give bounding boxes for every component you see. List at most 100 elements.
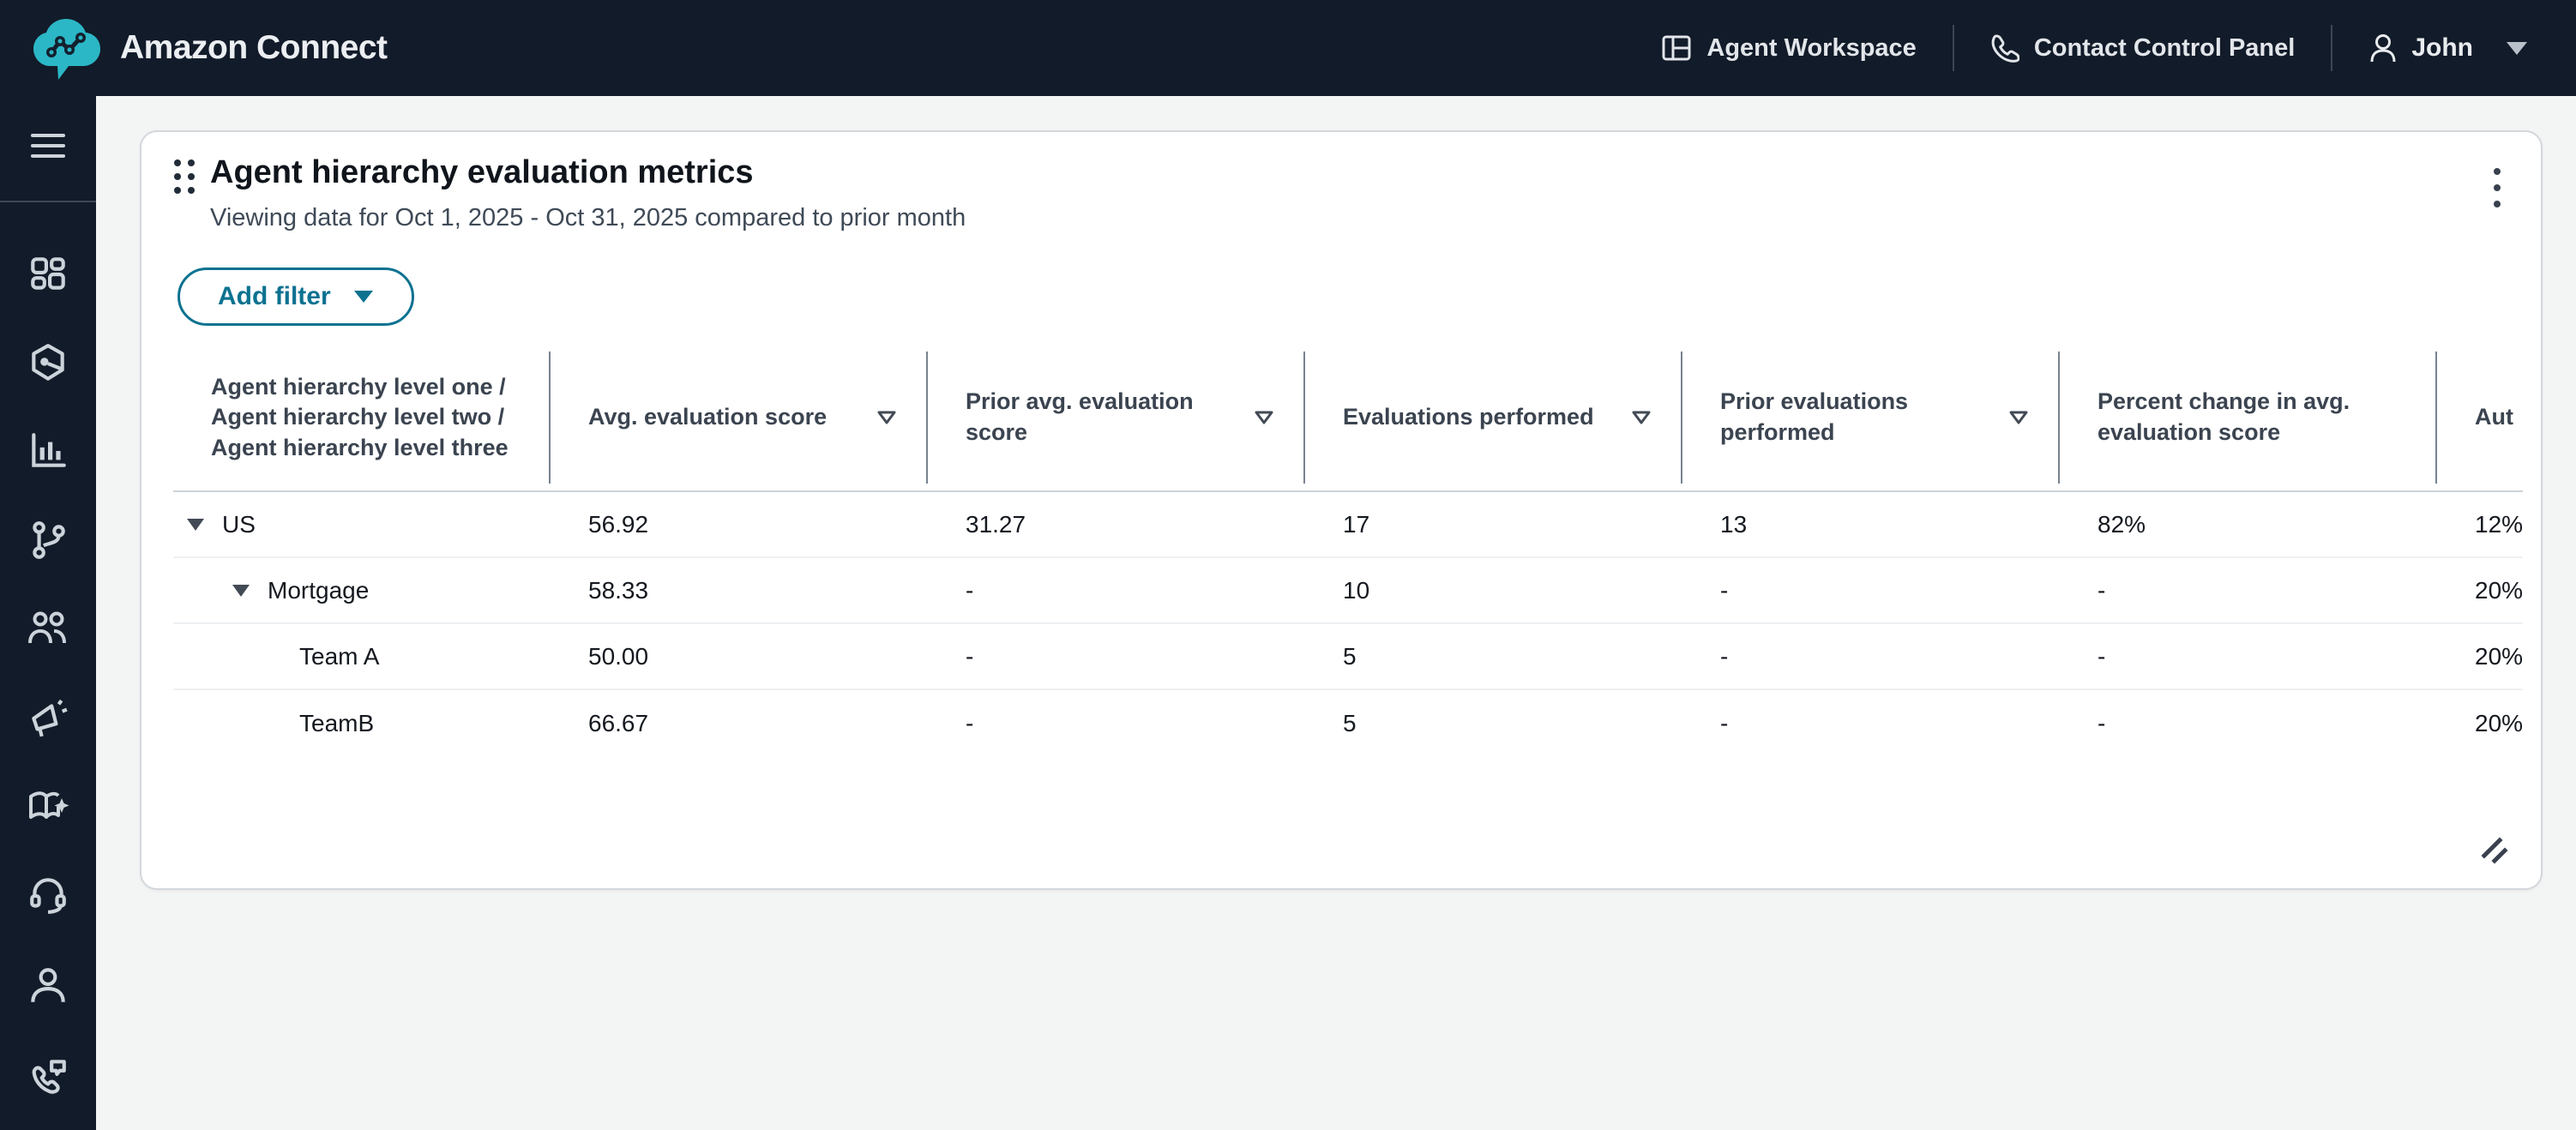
users-icon [28,611,66,644]
flows-branch-icon [33,521,65,559]
contact-control-panel-button[interactable]: Contact Control Panel [1990,33,2296,63]
sidebar-item-metrics[interactable] [26,429,70,473]
menu-toggle-button[interactable] [26,123,70,168]
cell-prior-avg-score: - [966,709,974,736]
cell-percent-change: - [2098,642,2106,670]
column-header-prior-evaluations-performed[interactable]: Prior evaluations performed [1682,345,2060,490]
phone-icon [1991,34,2019,63]
add-filter-label: Add filter [218,282,331,310]
cell-avg-score: 50.00 [588,642,649,670]
sidebar-item-knowledge[interactable] [26,784,70,829]
user-icon [2370,34,2396,63]
agent-workspace-label: Agent Workspace [1706,33,1917,62]
left-sidebar [0,96,96,1130]
contact-control-panel-label: Contact Control Panel [2033,33,2296,62]
cell-prior-evaluations: - [1720,642,1729,670]
table-row[interactable]: Mortgage 58.33 - 10 - - 20% [173,558,2523,624]
amazon-connect-logo-icon [33,19,100,80]
cell-percent-change: - [2098,576,2106,604]
hierarchy-cell: Team A [173,643,551,670]
sidebar-item-campaigns[interactable] [26,696,70,741]
column-header-avg-evaluation-score[interactable]: Avg. evaluation score [551,345,928,490]
cell-clipped: 20% [2475,576,2523,604]
profile-person-icon [31,968,65,1002]
expand-caret-icon[interactable] [186,518,205,532]
menu-icon [31,134,65,158]
sort-caret-icon[interactable] [876,410,897,425]
metrics-widget-card: Agent hierarchy evaluation metrics Viewi… [140,130,2543,890]
cell-clipped: 12% [2475,510,2523,538]
sidebar-item-flows[interactable] [26,518,70,562]
evaluation-metrics-table: Agent hierarchy level one / Agent hierar… [173,345,2523,756]
cell-evaluations: 17 [1343,510,1370,538]
cell-avg-score: 56.92 [588,510,649,538]
hierarchy-label: Team A [299,642,380,670]
column-header-hierarchy[interactable]: Agent hierarchy level one / Agent hierar… [173,345,551,490]
cell-prior-avg-score: 31.27 [966,510,1026,538]
expand-caret-icon[interactable] [232,584,250,598]
hierarchy-label: US [222,510,256,538]
brand: Amazon Connect [31,12,388,84]
table-header-row: Agent hierarchy level one / Agent hierar… [173,345,2523,492]
topbar-nav: Agent Workspace Contact Control Panel Jo… [1661,0,2528,96]
user-menu-button[interactable]: John [2368,33,2528,63]
campaigns-megaphone-icon [32,699,68,737]
column-header-evaluations-performed[interactable]: Evaluations performed [1305,345,1682,490]
hierarchy-cell: US [173,511,551,538]
main-content: Agent hierarchy evaluation metrics Viewi… [96,96,2576,1130]
cell-percent-change: 82% [2098,510,2146,538]
cell-prior-avg-score: - [966,576,974,604]
sort-caret-icon[interactable] [1631,410,1652,425]
caret-down-icon [2507,41,2527,55]
hierarchy-label: TeamB [299,709,375,736]
column-header-percent-change[interactable]: Percent change in avg. evaluation score [2060,345,2437,490]
sidebar-item-dashboard[interactable] [26,252,70,297]
sort-caret-icon[interactable] [2008,410,2029,425]
sidebar-item-users[interactable] [26,606,70,651]
contact-phone-chat-icon [32,1060,66,1094]
caret-down-icon [353,291,373,303]
sidebar-item-agent[interactable] [26,873,70,917]
drag-handle-icon[interactable] [174,159,196,195]
table-row[interactable]: TeamB 66.67 - 5 - - 20% [173,690,2523,756]
cell-evaluations: 5 [1343,642,1357,670]
widget-subtitle: Viewing data for Oct 1, 2025 - Oct 31, 2… [210,204,966,231]
user-name: John [2411,33,2473,62]
routing-hexagon-icon [32,344,64,381]
cell-clipped: 20% [2475,709,2523,736]
cell-prior-evaluations: 13 [1720,510,1748,538]
cell-avg-score: 66.67 [588,709,649,736]
hierarchy-cell: TeamB [173,710,551,737]
metrics-bar-chart-icon [32,433,66,467]
widget-title: Agent hierarchy evaluation metrics [210,154,754,190]
headset-icon [30,878,66,914]
sidebar-item-routing[interactable] [26,340,70,385]
sidebar-item-contact[interactable] [26,1054,70,1098]
cell-prior-avg-score: - [966,642,974,670]
cell-evaluations: 10 [1343,576,1370,604]
sort-caret-icon[interactable] [1254,410,1274,425]
topbar-separator [2331,25,2333,71]
column-header-prior-avg-evaluation-score[interactable]: Prior avg. evaluation score [928,345,1305,490]
add-filter-button[interactable]: Add filter [178,267,414,326]
brand-title: Amazon Connect [120,29,388,66]
widget-options-button[interactable] [2491,165,2503,211]
knowledge-book-icon [29,791,69,819]
cell-prior-evaluations: - [1720,576,1729,604]
table-row[interactable]: Team A 50.00 - 5 - - 20% [173,624,2523,690]
resize-handle-icon[interactable] [2479,835,2510,866]
top-navigation-bar: Amazon Connect Agent Workspace Contact C… [0,0,2576,96]
cell-evaluations: 5 [1343,709,1357,736]
cell-clipped: 20% [2475,642,2523,670]
agent-workspace-button[interactable]: Agent Workspace [1661,33,1917,63]
cell-percent-change: - [2098,709,2106,736]
hierarchy-label: Mortgage [268,576,370,604]
table-row[interactable]: US 56.92 31.27 17 13 82% 12% [173,492,2523,558]
table-scroll-area[interactable]: Agent hierarchy level one / Agent hierar… [173,345,2523,761]
sidebar-divider [0,201,96,202]
hierarchy-cell: Mortgage [173,577,551,604]
agent-workspace-icon [1662,35,1691,61]
column-header-clipped[interactable]: Aut [2437,345,2523,490]
cell-prior-evaluations: - [1720,709,1729,736]
sidebar-item-profile[interactable] [26,964,70,1008]
